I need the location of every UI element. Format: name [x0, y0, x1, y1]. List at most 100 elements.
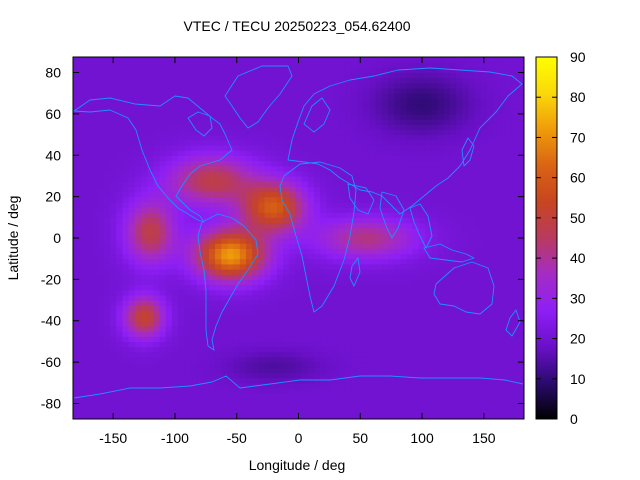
heatmap-cell [301, 98, 309, 105]
heatmap-cell [425, 150, 432, 156]
heatmap-cell [443, 315, 451, 322]
heatmap-cell [406, 67, 414, 74]
heatmap-cell [140, 248, 148, 255]
heatmap-cell [252, 98, 259, 105]
heatmap-cell [462, 351, 469, 358]
heatmap-cell [493, 93, 500, 99]
heatmap-cell [171, 88, 179, 94]
heatmap-cell [208, 393, 216, 399]
heatmap-cell [245, 227, 253, 234]
heatmap-cell [468, 398, 476, 405]
heatmap-cell [456, 263, 463, 270]
heatmap-cell [140, 98, 148, 105]
heatmap-cell [221, 341, 229, 348]
heatmap-cell [295, 72, 303, 79]
heatmap-cell [258, 155, 266, 162]
heatmap-cell [73, 227, 80, 234]
heatmap-cell [73, 98, 80, 105]
heatmap-cell [73, 387, 80, 394]
heatmap-cell [73, 129, 80, 136]
heatmap-cell [153, 150, 161, 156]
heatmap-cell [369, 341, 377, 348]
heatmap-cell [171, 408, 179, 415]
heatmap-cell [276, 336, 284, 343]
heatmap-cell [499, 403, 507, 410]
heatmap-cell [295, 119, 303, 125]
heatmap-cell [301, 227, 309, 234]
heatmap-cell [388, 238, 395, 244]
heatmap-cell [73, 372, 80, 379]
heatmap-cell [320, 320, 327, 327]
heatmap-cell [344, 387, 352, 394]
heatmap-cell [418, 222, 426, 229]
heatmap-cell [320, 67, 327, 74]
heatmap-cell [276, 408, 284, 415]
heatmap-cell [190, 201, 198, 208]
heatmap-cell [239, 124, 247, 130]
heatmap-cell [283, 331, 290, 337]
heatmap-cell [307, 367, 315, 374]
heatmap-cell [499, 77, 507, 84]
heatmap-cell [215, 284, 222, 291]
heatmap-cell [400, 300, 408, 306]
heatmap-cell [474, 331, 482, 337]
heatmap-cell [456, 315, 463, 322]
heatmap-cell [258, 413, 266, 419]
heatmap-cell [456, 243, 463, 249]
heatmap-cell [480, 253, 488, 260]
heatmap-cell [425, 222, 432, 229]
heatmap-cell [431, 98, 439, 105]
heatmap-cell [147, 238, 154, 244]
heatmap-cell [505, 320, 513, 327]
heatmap-cell [431, 403, 439, 410]
heatmap-cell [511, 413, 519, 419]
heatmap-cell [456, 408, 463, 415]
heatmap-cell [147, 413, 154, 419]
heatmap-cell [128, 217, 136, 224]
heatmap-cell [363, 67, 371, 74]
heatmap-cell [103, 238, 111, 244]
heatmap-cell [73, 93, 80, 99]
heatmap-cell [221, 129, 229, 136]
heatmap-cell [394, 62, 402, 68]
heatmap-cell [147, 284, 154, 291]
heatmap-cell [116, 336, 124, 343]
heatmap-cell [91, 196, 99, 203]
heatmap-cell [320, 243, 327, 249]
heatmap-cell [468, 212, 476, 218]
heatmap-cell [215, 134, 222, 141]
heatmap-cell [400, 243, 408, 249]
heatmap-cell [276, 289, 284, 296]
heatmap-cell [134, 300, 142, 306]
heatmap-cell [332, 129, 340, 136]
heatmap-cell [357, 232, 364, 239]
heatmap-cell [276, 269, 284, 275]
heatmap-cell [320, 346, 327, 353]
heatmap-cell [375, 243, 383, 249]
heatmap-cell [449, 341, 457, 348]
heatmap-cell [91, 351, 99, 358]
heatmap-cell [462, 372, 469, 379]
heatmap-cell [394, 119, 402, 125]
heatmap-cell [326, 238, 334, 244]
heatmap-cell [313, 206, 321, 213]
heatmap-cell [326, 346, 334, 353]
heatmap-cell [147, 57, 154, 63]
heatmap-cell [128, 372, 136, 379]
heatmap-cell [147, 243, 154, 249]
heatmap-cell [412, 413, 420, 419]
heatmap-cell [264, 289, 272, 296]
heatmap-cell [326, 93, 334, 99]
heatmap-cell [110, 232, 117, 239]
heatmap-cell [233, 269, 241, 275]
heatmap-cell [295, 274, 303, 280]
heatmap-cell [295, 103, 303, 110]
heatmap-cell [91, 72, 99, 79]
heatmap-cell [425, 196, 432, 203]
heatmap-cell [110, 206, 117, 213]
heatmap-cell [159, 305, 167, 311]
heatmap-cell [406, 124, 414, 130]
heatmap-cell [375, 387, 383, 394]
heatmap-cell [153, 134, 161, 141]
heatmap-cell [215, 201, 222, 208]
